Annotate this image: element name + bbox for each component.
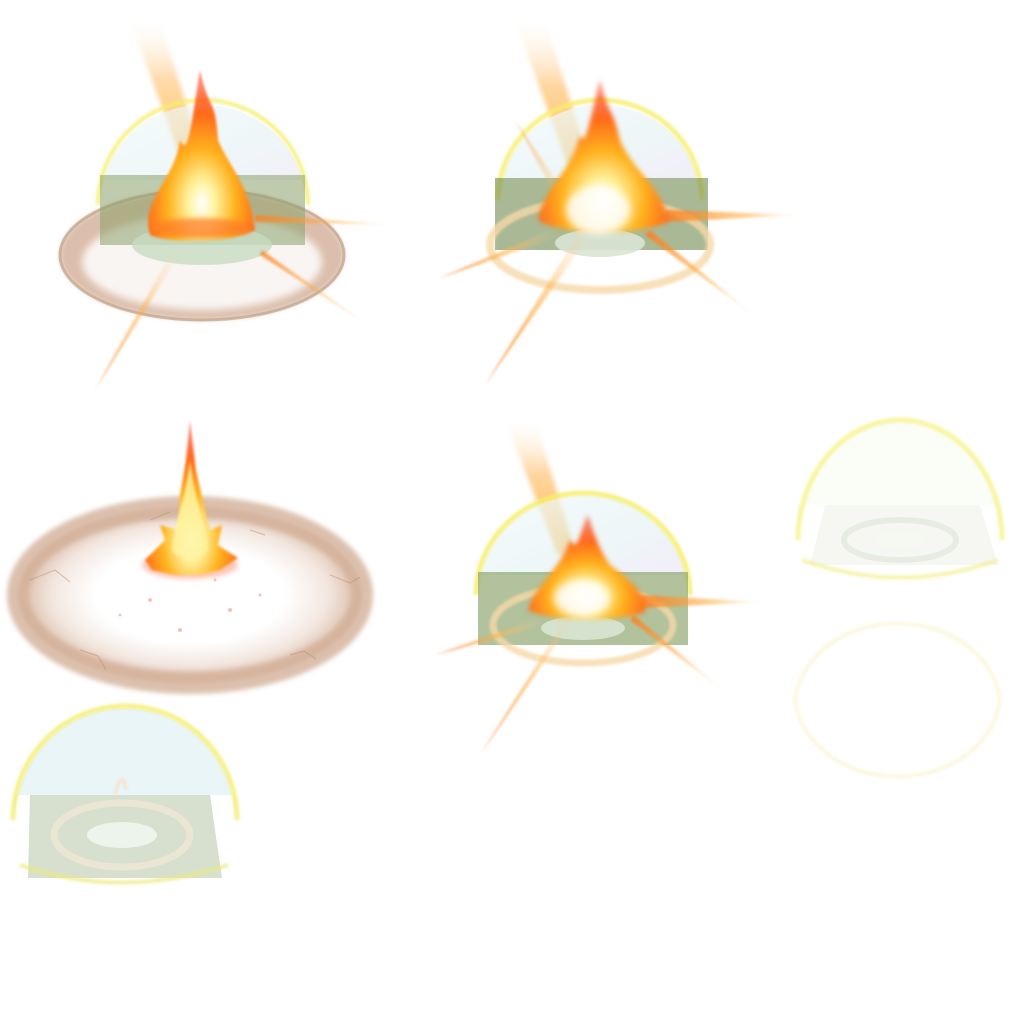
frame-empty-dome-fading (780, 400, 1024, 600)
frame-ground-blast-flame (0, 400, 400, 720)
frame-fire-dome-burst (0, 0, 420, 400)
frame-fire-dome-rays (420, 0, 840, 400)
frame-dome-outline-faint (780, 600, 1024, 800)
frame-empty-dome (0, 700, 250, 900)
frame-fire-dome-rays-small (420, 400, 800, 780)
